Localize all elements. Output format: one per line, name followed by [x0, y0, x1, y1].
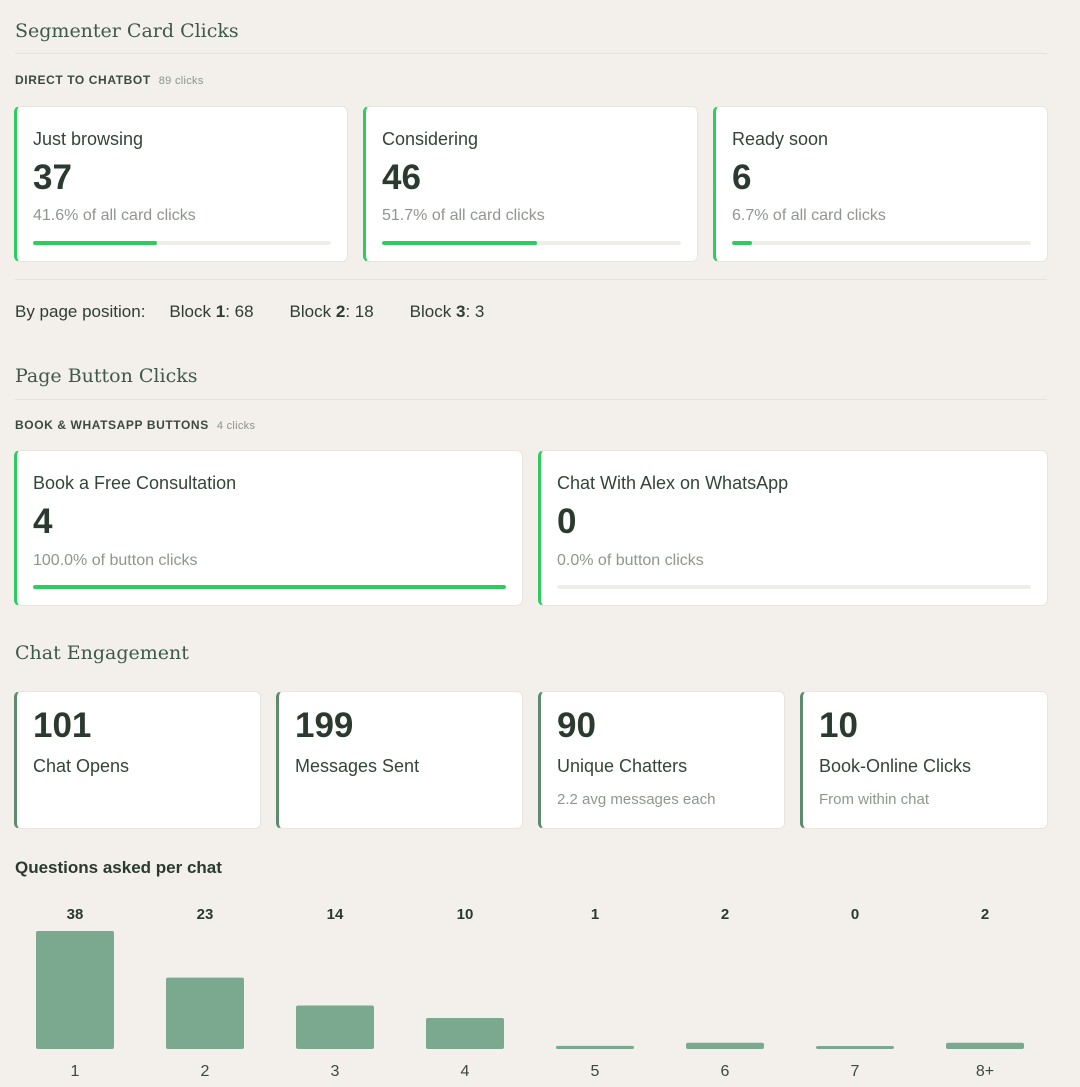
page-buttons-click-count: 4 clicks: [216, 420, 256, 432]
questions-per-chat-chart: 38 1 23 2 14 3 10 4 1 5 2 6 0 7 2 8+: [36, 906, 1024, 1080]
button-card-percent: 100.0% of button clicks: [33, 552, 198, 569]
block-position-1: Block 1: 68: [169, 302, 253, 322]
category-tick-label: 4: [461, 1063, 470, 1080]
segment-progress-track: [33, 241, 331, 245]
chat-stat-label: Unique Chatters: [557, 756, 688, 776]
button-card-label: Book a Free Consultation: [33, 473, 237, 493]
divider: [15, 53, 1047, 54]
button-card-value: 0: [557, 502, 577, 541]
segment-card-value: 37: [33, 158, 72, 197]
page-buttons-subhead: BOOK & WHATSAPP BUTTONS 4 clicks: [15, 418, 255, 432]
chat-stat-value: 199: [295, 706, 354, 745]
block-position-3: Block 3: 3: [410, 302, 485, 322]
segment-card-considering: Considering 46 51.7% of all card clicks: [363, 106, 698, 262]
messages-sent-card: 199 Messages Sent: [276, 691, 523, 829]
segmenter-subhead: DIRECT TO CHATBOT 89 clicks: [15, 73, 204, 87]
category-tick-label: 3: [331, 1063, 340, 1080]
block-number: 1: [215, 302, 226, 321]
chat-stat-value: 10: [819, 706, 858, 745]
button-card-book-consultation: Book a Free Consultation 4 100.0% of but…: [14, 450, 523, 606]
bar-value-label: 0: [851, 906, 859, 923]
questions-chart-title: Questions asked per chat: [15, 858, 222, 877]
chat-stat-label: Chat Opens: [33, 756, 130, 776]
divider: [15, 279, 1047, 280]
category-tick-label: 5: [591, 1063, 600, 1080]
chat-stat-subtext: 2.2 avg messages each: [557, 791, 716, 808]
bar-6: [686, 1042, 764, 1049]
bar-3: [296, 1005, 374, 1049]
bar-2: [166, 977, 244, 1049]
bar-value-label: 1: [591, 906, 599, 923]
chat-stat-label: Book-Online Clicks: [819, 756, 972, 776]
category-tick-label: 7: [851, 1063, 860, 1080]
page-position-row: By page position: Block 1: 68 Block 2: 1…: [15, 302, 520, 322]
segment-card-label: Ready soon: [732, 129, 829, 149]
bar-4: [426, 1017, 504, 1049]
unique-chatters-card: 90 Unique Chatters 2.2 avg messages each: [538, 691, 785, 829]
button-progress-fill: [33, 585, 506, 589]
segment-progress-fill: [382, 241, 537, 245]
button-card-percent: 0.0% of button clicks: [557, 552, 704, 569]
page-buttons-section-title: Page Button Clicks: [15, 365, 198, 387]
divider: [15, 399, 1047, 400]
book-online-clicks-card: 10 Book-Online Clicks From within chat: [800, 691, 1048, 829]
block-number: 3: [455, 302, 466, 321]
bar-value-label: 23: [197, 906, 214, 923]
segment-progress-track: [732, 241, 1031, 245]
chat-stat-subtext: From within chat: [819, 791, 930, 808]
chat-section-title: Chat Engagement: [15, 642, 189, 664]
segment-card-ready-soon: Ready soon 6 6.7% of all card clicks: [713, 106, 1048, 262]
segmenter-section-title: Segmenter Card Clicks: [15, 20, 239, 42]
bar-1: [36, 931, 114, 1049]
segment-card-value: 46: [382, 158, 421, 197]
segment-card-label: Considering: [382, 129, 479, 149]
category-tick-label: 6: [721, 1063, 730, 1080]
block-prefix: Block: [289, 302, 336, 321]
button-progress-track: [557, 585, 1031, 589]
segment-progress-track: [382, 241, 681, 245]
segmenter-subhead-label: DIRECT TO CHATBOT: [15, 73, 151, 87]
segment-card-just-browsing: Just browsing 37 41.6% of all card click…: [14, 106, 348, 262]
segment-card-label: Just browsing: [33, 129, 144, 149]
page-buttons-subhead-label: BOOK & WHATSAPP BUTTONS: [15, 418, 209, 432]
button-card-value: 4: [33, 502, 53, 541]
button-progress-track: [33, 585, 506, 589]
segmenter-click-count: 89 clicks: [158, 75, 204, 87]
bar-value-label: 2: [981, 906, 989, 923]
block-position-2: Block 2: 18: [290, 302, 374, 322]
chat-opens-card: 101 Chat Opens: [14, 691, 261, 829]
bar-value-label: 14: [327, 906, 344, 923]
segment-card-value: 6: [732, 158, 752, 197]
block-count: : 68: [225, 302, 254, 321]
block-number: 2: [335, 302, 346, 321]
chat-stat-value: 101: [33, 706, 92, 745]
page-position-label: By page position:: [15, 302, 146, 321]
button-card-whatsapp: Chat With Alex on WhatsApp 0 0.0% of but…: [538, 450, 1048, 606]
segment-progress-fill: [732, 241, 753, 245]
bar-value-label: 38: [67, 906, 84, 923]
block-prefix: Block: [169, 302, 216, 321]
category-tick-label: 1: [71, 1063, 80, 1080]
button-card-label: Chat With Alex on WhatsApp: [557, 473, 789, 493]
segment-card-percent: 6.7% of all card clicks: [732, 207, 886, 224]
block-count: : 18: [345, 302, 374, 321]
bar-5: [556, 1045, 634, 1049]
chat-stat-value: 90: [557, 706, 596, 745]
bar-8+: [946, 1042, 1024, 1049]
bar-value-label: 2: [721, 906, 729, 923]
category-tick-label: 8+: [976, 1063, 994, 1080]
bar-value-label: 10: [457, 906, 474, 923]
block-count: : 3: [465, 302, 485, 321]
chat-stat-label: Messages Sent: [295, 756, 420, 776]
category-tick-label: 2: [201, 1063, 210, 1080]
segment-card-percent: 51.7% of all card clicks: [382, 207, 545, 224]
segment-card-percent: 41.6% of all card clicks: [33, 207, 196, 224]
segment-progress-fill: [33, 241, 157, 245]
bar-7: [816, 1046, 894, 1049]
block-prefix: Block: [409, 302, 456, 321]
